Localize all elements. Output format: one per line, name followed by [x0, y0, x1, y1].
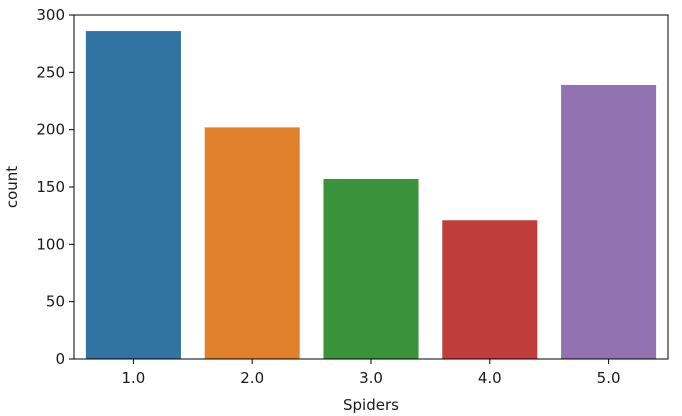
- y-tick-label: 50: [46, 293, 65, 311]
- y-tick-label: 0: [55, 350, 65, 368]
- x-tick-label: 3.0: [359, 369, 383, 387]
- y-axis-label: count: [3, 166, 21, 208]
- x-axis-label: Spiders: [343, 396, 399, 414]
- x-tick-label: 4.0: [478, 369, 502, 387]
- y-tick-label: 300: [36, 6, 65, 24]
- x-axis-ticks: 1.0 2.0 3.0 4.0 5.0: [121, 359, 621, 387]
- bar-4.0: [442, 220, 538, 359]
- x-tick-label: 5.0: [597, 369, 621, 387]
- y-tick-label: 200: [36, 121, 65, 139]
- plot-frame: [73, 14, 669, 360]
- bar-3.0: [323, 178, 419, 359]
- y-tick-label: 250: [36, 63, 65, 81]
- y-tick-label: 100: [36, 235, 65, 253]
- x-tick-label: 2.0: [240, 369, 264, 387]
- bar-5.0: [561, 84, 657, 360]
- bar-1.0: [85, 31, 181, 359]
- y-tick-label: 150: [36, 178, 65, 196]
- y-axis-ticks: 0 50 100 150 200 250 300: [36, 6, 74, 368]
- bars-group: [85, 31, 657, 360]
- x-tick-label: 1.0: [121, 369, 145, 387]
- bar-2.0: [204, 127, 300, 359]
